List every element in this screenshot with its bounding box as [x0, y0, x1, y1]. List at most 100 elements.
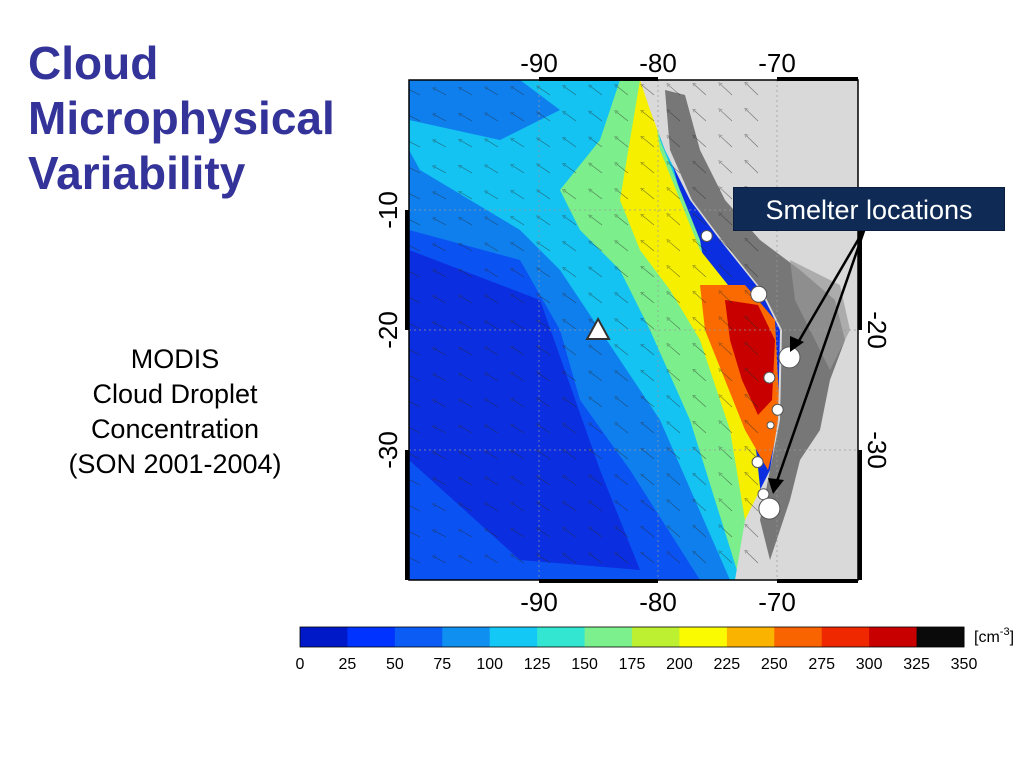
wind-arrow [409, 479, 421, 486]
wind-arrow [720, 474, 733, 486]
wind-arrow [512, 451, 525, 460]
wind-arrow [486, 374, 499, 382]
smelter-marker [766, 421, 775, 430]
wind-arrow [642, 371, 655, 382]
caption-line: (SON 2001-2004) [68, 449, 282, 480]
wind-arrow [486, 140, 499, 148]
wind-arrow [460, 322, 473, 330]
wind-arrow [434, 427, 447, 434]
colorbar-swatch [489, 627, 538, 647]
wind-arrow [409, 375, 421, 382]
wind-arrow [434, 89, 447, 96]
wind-arrow [486, 166, 499, 174]
colorbar: 0 25 50 75 100 125 150 175 200 225 250 275 300 325 350… [296, 626, 1014, 673]
colorbar-swatch [821, 627, 870, 647]
colorbar-tick-label: 325 [903, 656, 930, 673]
wind-arrow [460, 296, 473, 304]
wind-arrow [746, 265, 759, 278]
colorbar-tick-label: 300 [856, 656, 883, 673]
concentration-zone-300 [725, 300, 775, 415]
wind-arrow [460, 166, 473, 174]
wind-arrow [668, 449, 681, 460]
wind-arrow [590, 86, 603, 96]
wind-arrow [538, 139, 551, 148]
wind-arrow [409, 531, 421, 538]
wind-arrow [746, 161, 759, 174]
wind-arrow [409, 297, 421, 304]
smelter-marker [778, 346, 801, 369]
wind-arrow [642, 449, 655, 460]
wind-arrow [409, 219, 421, 226]
wind-arrow [512, 217, 525, 226]
wind-arrow [642, 527, 655, 538]
wind-arrow [434, 245, 447, 252]
wind-arrow [564, 268, 577, 278]
droplet-concentration-map: -90 -80 -70 -90 -80 -70 -10 -20 -30 -20 … [373, 48, 890, 617]
wind-arrow [486, 400, 499, 408]
wind-arrow [720, 136, 733, 148]
wind-arrow [434, 505, 447, 512]
wind-arrow [746, 499, 759, 512]
wind-arrow [486, 192, 499, 200]
wind-arrow [616, 268, 629, 278]
wind-arrow [668, 163, 681, 174]
wind-arrow [512, 503, 525, 512]
colorbar-swatch [537, 627, 586, 647]
wind-arrow [668, 267, 681, 278]
wind-arrow [538, 425, 551, 434]
wind-arrow [590, 346, 603, 356]
wind-arrow [460, 244, 473, 252]
wind-arrow [564, 372, 577, 382]
station-markers [585, 229, 801, 520]
lon-tick-top: -90 [520, 48, 558, 78]
wind-arrow [486, 218, 499, 226]
wind-arrow [668, 345, 681, 356]
wind-arrow [642, 423, 655, 434]
colorbar-swatch [869, 627, 918, 647]
wind-arrow [564, 242, 577, 252]
lat-tick-right: -20 [862, 311, 890, 349]
wind-arrow [720, 396, 733, 408]
wind-arrow [460, 192, 473, 200]
wind-arrow [720, 500, 733, 512]
unit-base: [cm [974, 629, 1000, 646]
wind-arrow [746, 473, 759, 486]
wind-arrow [460, 88, 473, 96]
wind-arrow [668, 85, 681, 96]
wind-arrow [746, 83, 759, 96]
wind-arrow [746, 395, 759, 408]
wind-arrow [434, 271, 447, 278]
wind-arrow [590, 164, 603, 174]
callout-arrowhead-north [790, 336, 804, 352]
colorbar-swatch [394, 627, 443, 647]
wind-arrow [512, 347, 525, 356]
wind-arrow [590, 372, 603, 382]
wind-arrow [409, 557, 421, 564]
wind-arrow [486, 322, 499, 330]
wind-arrow [746, 135, 759, 148]
wind-arrow [460, 400, 473, 408]
wind-arrow [409, 505, 421, 512]
wind-arrow [434, 167, 447, 174]
wind-arrow [694, 188, 707, 200]
wind-arrow [746, 239, 759, 252]
wind-arrow [486, 504, 499, 512]
lat-tick-left: -10 [373, 191, 403, 229]
wind-arrow [538, 217, 551, 226]
wind-arrow [720, 84, 733, 96]
colorbar-tick-label: 50 [386, 656, 404, 673]
wind-arrow [642, 475, 655, 486]
caption-line: Concentration [90, 414, 260, 445]
wind-arrow [590, 190, 603, 200]
wind-arrow [720, 344, 733, 356]
title-line: Cloud [28, 37, 159, 89]
wind-arrow [668, 553, 681, 564]
wind-arrow [538, 87, 551, 96]
smelter-marker [763, 371, 776, 384]
wind-arrow [434, 401, 447, 408]
wind-arrow [512, 399, 525, 408]
wind-arrow [616, 346, 629, 356]
wind-arrow [434, 375, 447, 382]
wind-arrow [590, 554, 603, 564]
wind-arrow [616, 476, 629, 486]
